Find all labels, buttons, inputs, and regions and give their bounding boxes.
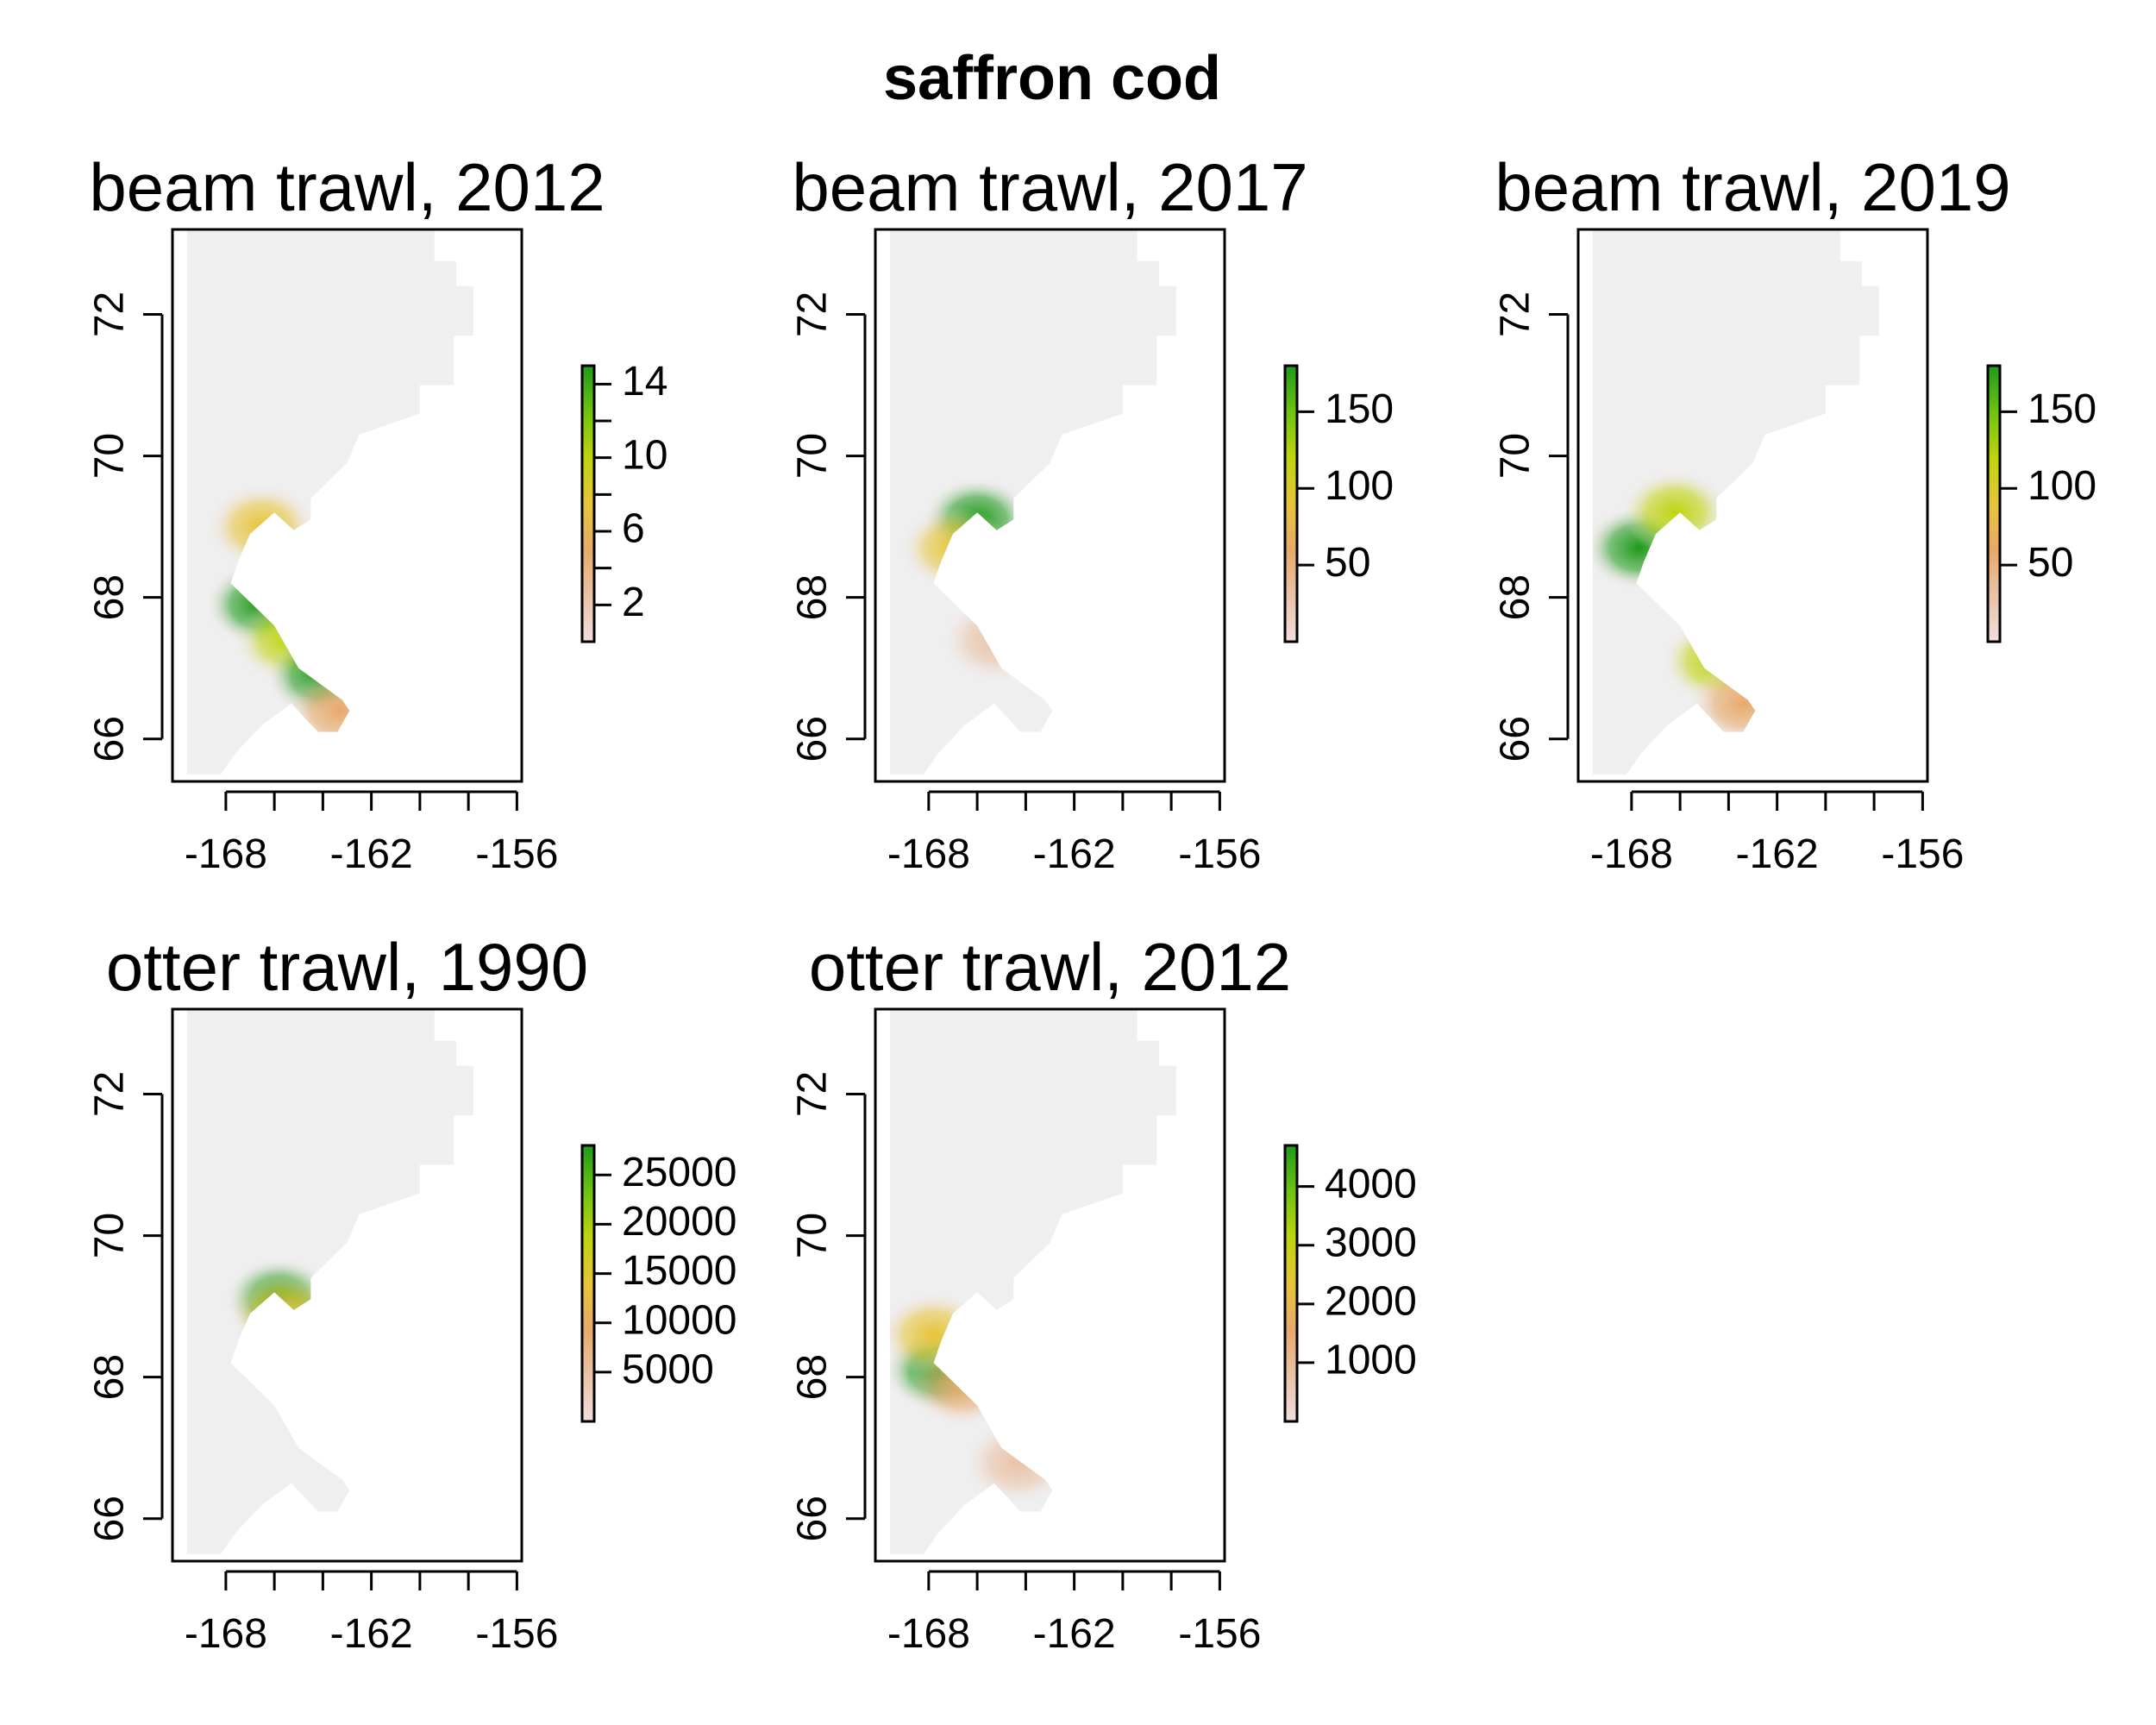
x-tick-label: -162 <box>1033 831 1116 877</box>
plot-frame <box>171 1007 523 1563</box>
colorbar-label: 15000 <box>622 1248 736 1294</box>
colorbar-label: 150 <box>2028 386 2096 432</box>
colorbar: 50 100 150 <box>1283 364 1394 643</box>
colorbar-label: 2 <box>622 580 645 625</box>
panel-title: beam trawl, 2017 <box>792 149 1307 225</box>
y-tick-label: 72 <box>790 1071 836 1117</box>
colorbar: 50 100 150 <box>1986 364 2096 643</box>
panel-title: otter trawl, 2012 <box>809 929 1291 1005</box>
x-tick-label: -156 <box>1881 831 1964 877</box>
colorbar-label: 5000 <box>622 1347 714 1393</box>
colorbar-label: 3000 <box>1325 1220 1417 1265</box>
colorbar-label: 150 <box>1325 386 1394 432</box>
y-tick-label: 72 <box>87 1071 133 1117</box>
plot-frame <box>171 228 523 783</box>
colorbar-label: 100 <box>2028 463 2096 509</box>
colorbar-label: 14 <box>622 359 667 405</box>
x-tick-label: -162 <box>1736 831 1819 877</box>
y-tick-label: 66 <box>87 1496 133 1541</box>
colorbar-label: 50 <box>1325 540 1370 586</box>
y-tick-label: 72 <box>1493 292 1539 337</box>
y-tick-label: 68 <box>790 1354 836 1400</box>
plot-frame <box>874 1007 1226 1563</box>
x-tick-label: -168 <box>185 1611 267 1657</box>
colorbar-label: 50 <box>2028 540 2073 586</box>
colorbar-ramp <box>1283 364 1299 643</box>
y-tick-label: 70 <box>790 433 836 479</box>
colorbar-ramp <box>580 364 596 643</box>
x-tick-label: -168 <box>887 1611 970 1657</box>
colorbar: 2 6 10 14 <box>580 359 667 643</box>
y-tick-label: 68 <box>790 574 836 620</box>
colorbar-ramp <box>1986 364 2002 643</box>
y-tick-label: 70 <box>790 1213 836 1258</box>
colorbar-label: 2000 <box>1325 1279 1417 1325</box>
y-tick-label: 72 <box>87 292 133 337</box>
panels: beam trawl, 2012 -168 -162 -156 66 68 70 72 2 6 10… <box>87 149 2096 1657</box>
y-tick-label: 66 <box>87 716 133 762</box>
map-panel-4: otter trawl, 1990 -168 -162 -156 66 68 70 72 500… <box>87 929 737 1657</box>
plot-frame <box>1576 228 1929 783</box>
colorbar-label: 20000 <box>622 1199 736 1245</box>
x-tick-label: -162 <box>330 1611 413 1657</box>
x-tick-label: -168 <box>887 831 970 877</box>
y-tick-label: 66 <box>790 1496 836 1541</box>
colorbar-label: 25000 <box>622 1150 736 1195</box>
map-panel-3: beam trawl, 2019 -168 -162 -156 66 68 70 72 50 10… <box>1493 149 2096 877</box>
plot-frame <box>874 228 1226 783</box>
panel-title: beam trawl, 2012 <box>89 149 605 225</box>
map-panel-2: beam trawl, 2017 -168 -162 -156 66 68 70 72 50 10… <box>790 149 1394 877</box>
colorbar-label: 4000 <box>1325 1161 1417 1207</box>
x-tick-label: -156 <box>1178 831 1261 877</box>
panel-title: beam trawl, 2019 <box>1495 149 2010 225</box>
map-panel-5: otter trawl, 2012 -168 -162 -156 66 68 70 72 100… <box>790 929 1417 1657</box>
x-tick-label: -168 <box>185 831 267 877</box>
y-tick-label: 70 <box>87 433 133 479</box>
colorbar-label: 6 <box>622 506 645 552</box>
colorbar-ramp <box>1283 1144 1299 1423</box>
x-tick-label: -156 <box>1178 1611 1261 1657</box>
colorbar-ramp <box>580 1144 596 1423</box>
colorbar-label: 10 <box>622 432 667 478</box>
x-tick-label: -162 <box>1033 1611 1116 1657</box>
y-tick-label: 68 <box>1493 574 1539 620</box>
y-tick-label: 72 <box>790 292 836 337</box>
x-tick-label: -156 <box>475 831 558 877</box>
x-tick-label: -162 <box>330 831 413 877</box>
colorbar: 1000 2000 3000 4000 <box>1283 1144 1417 1423</box>
x-tick-label: -156 <box>475 1611 558 1657</box>
panel-title: otter trawl, 1990 <box>106 929 588 1005</box>
colorbar-label: 1000 <box>1325 1338 1417 1383</box>
y-tick-label: 68 <box>87 574 133 620</box>
y-tick-label: 68 <box>87 1354 133 1400</box>
map-panel-1: beam trawl, 2012 -168 -162 -156 66 68 70 72 2 6 10… <box>87 149 668 877</box>
main-title: saffron cod <box>883 44 1221 113</box>
y-tick-label: 66 <box>1493 716 1539 762</box>
y-tick-label: 70 <box>87 1213 133 1258</box>
x-tick-label: -168 <box>1590 831 1673 877</box>
y-tick-label: 66 <box>790 716 836 762</box>
colorbar-label: 100 <box>1325 463 1394 509</box>
y-tick-label: 70 <box>1493 433 1539 479</box>
colorbar-label: 10000 <box>622 1297 736 1343</box>
